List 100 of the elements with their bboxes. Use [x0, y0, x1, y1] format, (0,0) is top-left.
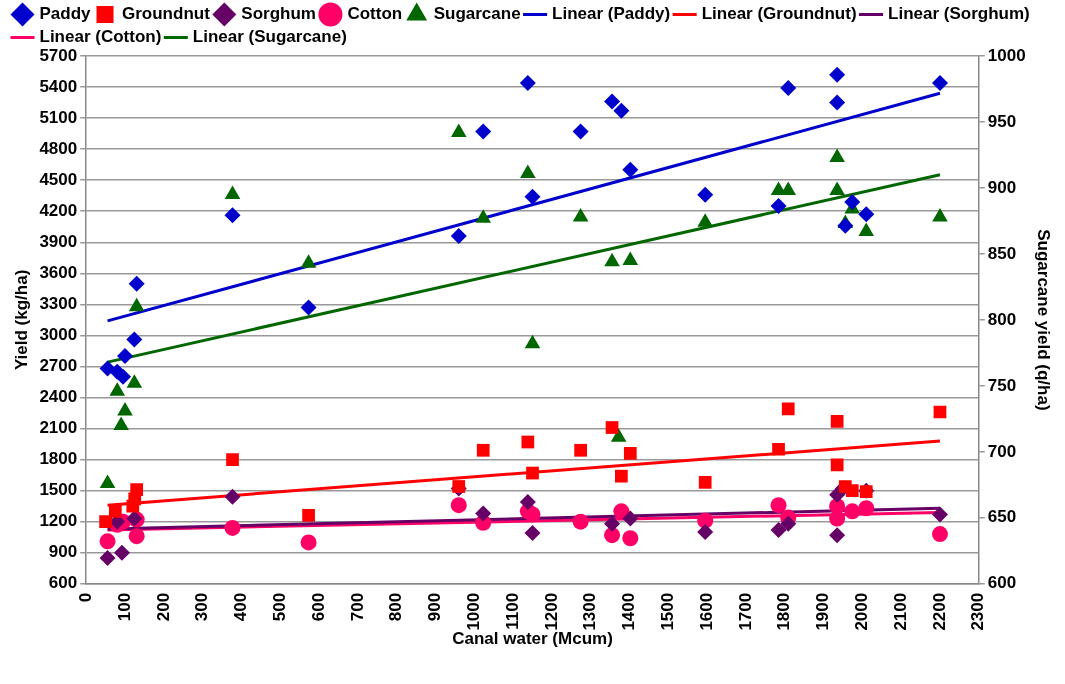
- point: [697, 524, 714, 541]
- point: [780, 515, 797, 532]
- point: [524, 525, 541, 542]
- point: [520, 164, 536, 178]
- point: [300, 299, 317, 316]
- y2-tick-label: 650: [987, 507, 1017, 527]
- point: [99, 474, 116, 488]
- point: [780, 80, 797, 97]
- point: [224, 519, 241, 536]
- point: [829, 527, 846, 544]
- point: [830, 458, 844, 472]
- y-tick-label: 3900: [39, 231, 78, 251]
- point: [844, 193, 861, 210]
- x-tick-label: 1200: [541, 592, 561, 631]
- point: [475, 209, 492, 223]
- point: [113, 416, 129, 430]
- point: [623, 447, 637, 460]
- point: [128, 297, 145, 312]
- x-tick-label: 1500: [658, 592, 678, 631]
- x-tick-label: 1600: [696, 592, 716, 631]
- point: [99, 515, 112, 529]
- y-tick-label: 3300: [39, 294, 78, 314]
- point: [115, 368, 132, 385]
- point: [604, 93, 621, 110]
- point: [302, 509, 315, 522]
- x-tick-label: 500: [269, 592, 289, 622]
- y2-tick-label: 750: [987, 375, 1017, 395]
- point: [622, 251, 639, 266]
- x-tick-label: 200: [153, 592, 173, 622]
- point: [99, 533, 116, 550]
- point: [931, 506, 948, 523]
- point: [117, 348, 134, 365]
- point: [830, 414, 844, 428]
- point: [452, 480, 466, 493]
- point: [622, 161, 639, 178]
- y-tick-label: 4200: [39, 200, 78, 220]
- point: [829, 148, 845, 163]
- y2-tick-label: 800: [987, 309, 1017, 329]
- y-tick-label: 5400: [39, 76, 78, 96]
- point: [829, 66, 846, 83]
- point: [698, 476, 712, 489]
- point: [450, 123, 467, 138]
- x-tick-label: 700: [347, 592, 367, 622]
- legend-label: Groundnut: [122, 4, 211, 24]
- point: [770, 198, 787, 215]
- point: [526, 466, 539, 480]
- point: [113, 544, 130, 561]
- y-tick-label: 2400: [39, 387, 78, 407]
- point: [931, 74, 948, 91]
- y-tick-label: 1200: [39, 511, 78, 531]
- point: [622, 510, 639, 527]
- y2-tick-label: 600: [987, 573, 1017, 593]
- x-tick-label: 1700: [735, 592, 755, 631]
- point: [697, 213, 713, 227]
- point: [224, 488, 241, 505]
- point: [524, 334, 541, 349]
- point: [844, 503, 861, 520]
- point: [837, 217, 854, 234]
- point: [610, 428, 627, 442]
- point: [781, 402, 795, 416]
- y-tick-label: 3000: [39, 325, 78, 345]
- point: [829, 510, 846, 527]
- point: [524, 506, 541, 523]
- point: [604, 527, 621, 544]
- point: [697, 186, 714, 203]
- point: [858, 206, 875, 223]
- point: [108, 504, 122, 518]
- point: [572, 207, 589, 222]
- y2-tick-label: 850: [987, 243, 1017, 263]
- point: [300, 254, 317, 268]
- point: [224, 185, 241, 200]
- point: [605, 421, 619, 434]
- point: [128, 528, 145, 545]
- x-tick-label: 2300: [968, 592, 988, 631]
- y-tick-label: 900: [48, 542, 78, 562]
- point: [622, 530, 639, 547]
- y2-axis-title: Sugarcane yield (q/ha): [1034, 229, 1054, 411]
- y-axis-title: Yield (kg/ha): [11, 269, 31, 371]
- point: [126, 374, 143, 388]
- x-tick-label: 600: [308, 592, 328, 622]
- legend-label: Linear (Paddy): [552, 4, 671, 24]
- x-tick-label: 2200: [929, 592, 949, 631]
- x-tick-label: 400: [231, 592, 251, 622]
- legend-label: Linear (Cotton): [39, 27, 162, 47]
- x-tick-label: 1000: [463, 592, 483, 631]
- legend-label: Linear (Sorghum): [888, 4, 1030, 24]
- legend-label: Sorghum: [241, 4, 316, 24]
- point: [109, 382, 126, 396]
- x-tick-label: 1900: [813, 592, 833, 631]
- legend-label: Sugarcane: [433, 4, 521, 24]
- point: [932, 207, 948, 222]
- point: [521, 435, 535, 449]
- point: [128, 275, 145, 292]
- y-tick-label: 1500: [39, 480, 78, 500]
- x-tick-label: 800: [386, 592, 406, 622]
- point: [858, 222, 875, 236]
- legend-label: Linear (Sugarcane): [192, 27, 347, 47]
- point: [845, 484, 859, 498]
- point: [572, 123, 589, 140]
- point: [615, 469, 628, 483]
